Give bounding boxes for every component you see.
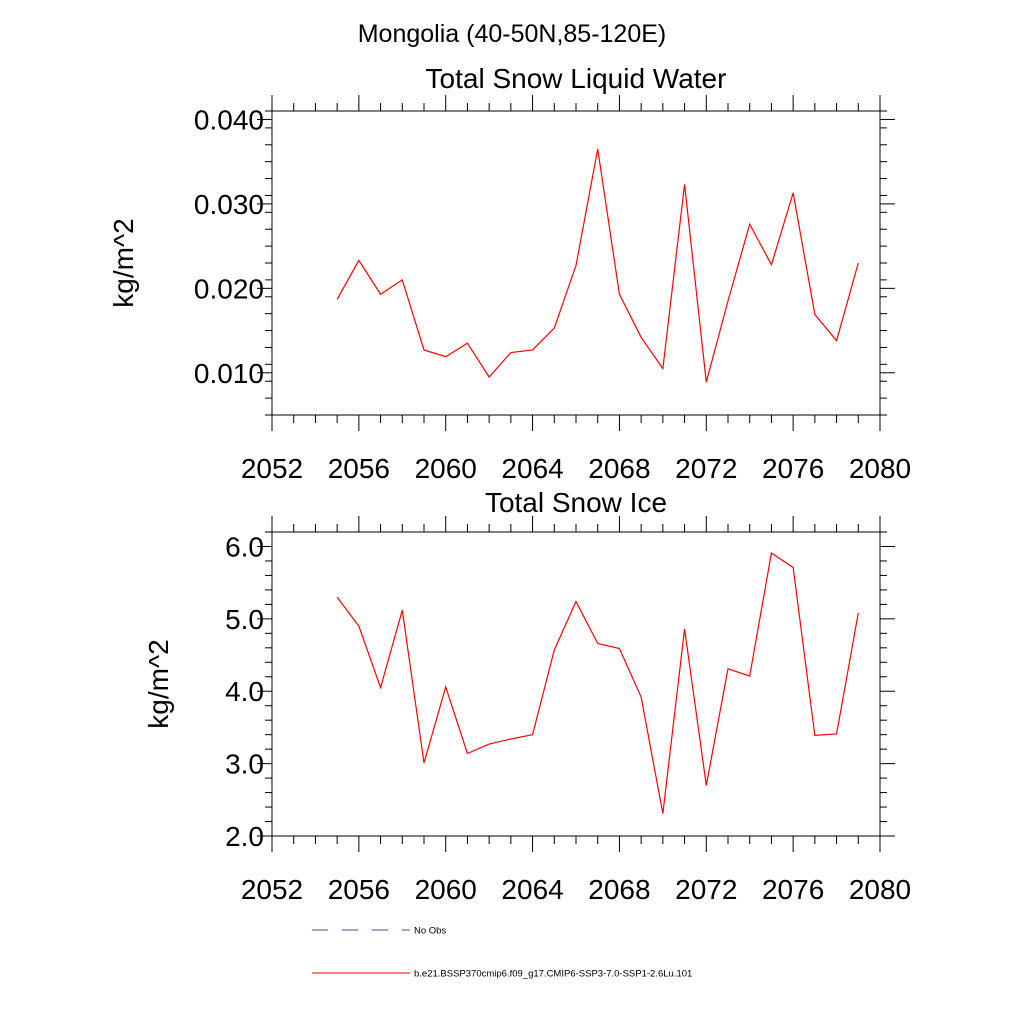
chart-title: Total Snow Ice xyxy=(485,487,667,518)
x-tick-label: 2068 xyxy=(588,874,650,905)
series-line xyxy=(336,148,859,383)
y-tick-label: 4.0 xyxy=(225,676,264,707)
y-tick-label: 0.040 xyxy=(194,104,264,135)
figure-title: Mongolia (40-50N,85-120E) xyxy=(358,20,667,48)
x-tick-label: 2056 xyxy=(328,874,390,905)
y-tick-label: 3.0 xyxy=(225,749,264,780)
plot-frame xyxy=(271,531,881,837)
x-tick-label: 2080 xyxy=(849,874,911,905)
chart-title: Total Snow Liquid Water xyxy=(426,63,727,94)
legend: No Obs b.e21.BSSP370cmip6.f09_g17.CMIP6-S… xyxy=(312,926,692,980)
x-tick-label: 2052 xyxy=(241,874,303,905)
x-tick-label: 2076 xyxy=(762,874,824,905)
legend-entry: b.e21.BSSP370cmip6.f09_g17.CMIP6-SSP3-7.… xyxy=(312,969,692,980)
x-tick-label: 2072 xyxy=(675,453,737,484)
x-tick-label: 2056 xyxy=(328,453,390,484)
series-line xyxy=(336,551,859,814)
y-tick-label: 6.0 xyxy=(225,531,264,562)
y-tick-label: 0.030 xyxy=(194,189,264,220)
x-tick-label: 2068 xyxy=(588,453,650,484)
chart-panel-1: Total Snow Liquid Water kg/m^2 2052 2056 206… xyxy=(108,63,911,484)
legend-label: b.e21.BSSP370cmip6.f09_g17.CMIP6-SSP3-7.… xyxy=(414,969,692,980)
x-tick-label: 2080 xyxy=(849,453,911,484)
chart-panel-2: Total Snow Ice kg/m^2 2052 2056 2060 2064 2068… xyxy=(143,487,911,905)
x-tick-label: 2064 xyxy=(501,874,563,905)
x-tick-label: 2060 xyxy=(415,874,477,905)
y-tick-label: 2.0 xyxy=(225,821,264,852)
x-tick-label: 2072 xyxy=(675,874,737,905)
y-tick-label: 0.020 xyxy=(194,273,264,304)
chart-panels: Total Snow Liquid Water kg/m^2 2052 2056 206… xyxy=(108,63,911,905)
x-tick-label: 2076 xyxy=(762,453,824,484)
x-tick-label: 2064 xyxy=(501,453,563,484)
y-tick-label: 0.010 xyxy=(194,358,264,389)
x-tick-label: 2052 xyxy=(241,453,303,484)
x-tick-label: 2060 xyxy=(415,453,477,484)
y-axis-label: kg/m^2 xyxy=(143,639,174,728)
y-tick-label: 5.0 xyxy=(225,604,264,635)
legend-label: No Obs xyxy=(414,926,446,937)
legend-entry: No Obs xyxy=(312,926,446,937)
y-axis-label: kg/m^2 xyxy=(108,218,139,307)
